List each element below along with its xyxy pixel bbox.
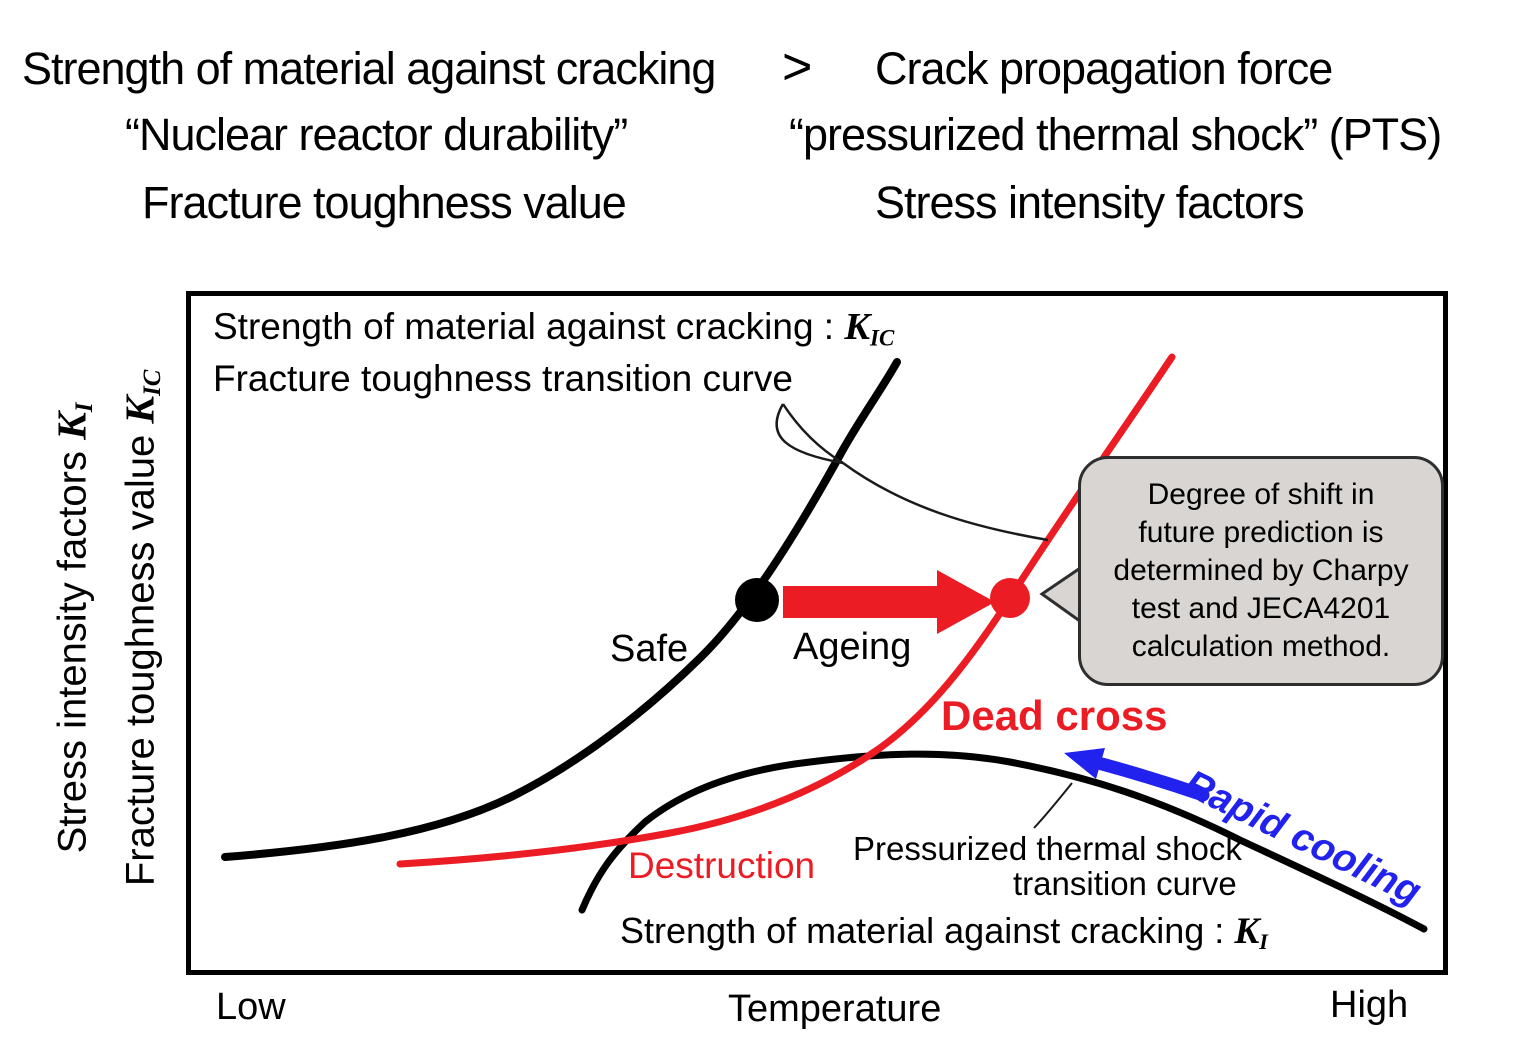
k-symbol: K [844,306,871,348]
bubble-line: calculation method. [1131,630,1391,663]
ki-curve-label-text: Strength of material against cracking : [620,910,1225,951]
dead-cross-label: Dead cross [941,692,1168,739]
header-left-line1: Strength of material against cracking [22,43,716,94]
k-symbol: K [116,395,163,424]
y-axis-label: Stress intensity factors KI Fracture tou… [34,298,190,958]
x-axis-title: Temperature [728,988,942,1030]
header-right-line3: Stress intensity factors [875,177,1305,228]
y-axis-line1: Stress intensity factors KI [44,370,112,886]
bubble-line: test and JECA4201 [1131,592,1391,625]
y-axis-line2: Fracture toughness value KIC [112,370,180,886]
safe-label: Safe [610,628,689,670]
k-subscript: IC [138,369,166,396]
k-subscript: I [71,402,99,413]
x-axis-low-label: Low [216,986,286,1028]
y-axis-line2-text: Fracture toughness value [118,434,163,887]
x-axis-high-label: High [1330,984,1409,1026]
header-right-line1: Crack propagation force [875,43,1333,94]
ageing-label: Ageing [793,626,912,668]
k-symbol: K [48,412,95,440]
ki-curve-label: Strength of material against cracking : … [620,910,1268,955]
k-subscript: I [1259,929,1268,955]
destruction-label: Destruction [628,845,816,886]
annotation-bubble: Degree of shift in future prediction is … [1078,456,1444,686]
k-subscript: IC [870,325,895,351]
bubble-line: determined by Charpy [1113,554,1409,587]
kic-curve-label: Strength of material against cracking : … [213,306,894,351]
header-right-line2: “pressurized thermal shock” (PTS) [789,109,1442,160]
header-left-line3: Fracture toughness value [142,177,627,228]
header-left-line2: “Nuclear reactor durability” [125,109,628,160]
k-symbol: K [1234,911,1260,952]
bubble-line: Degree of shift in [1147,478,1375,511]
bubble-line: future prediction is [1138,516,1384,549]
y-axis-line1-text: Stress intensity factors [50,451,95,854]
kic-curve-sublabel: Fracture toughness transition curve [213,358,793,399]
kic-curve-label-text: Strength of material against cracking : [213,306,835,347]
pts-label-line2: transition curve [1013,865,1237,902]
pts-label-line1: Pressurized thermal shock [853,830,1242,867]
greater-than-symbol: > [782,38,813,96]
